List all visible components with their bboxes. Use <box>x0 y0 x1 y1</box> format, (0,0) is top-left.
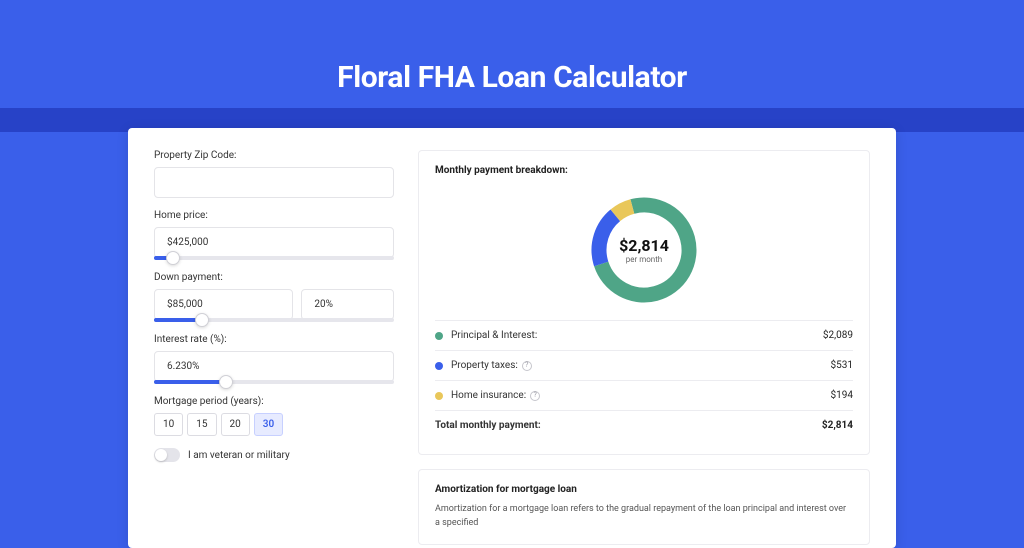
results-column: Monthly payment breakdown: $2,814 per mo… <box>418 150 870 548</box>
period-options: 10152030 <box>154 413 394 436</box>
interest-rate-field: Interest rate (%): <box>154 334 394 384</box>
slider-thumb[interactable] <box>166 251 180 265</box>
help-icon[interactable]: ? <box>530 391 540 401</box>
down-payment-slider[interactable] <box>154 318 394 322</box>
zip-input[interactable] <box>154 167 394 198</box>
down-payment-label: Down payment: <box>154 272 394 283</box>
amortization-panel: Amortization for mortgage loan Amortizat… <box>418 469 870 545</box>
page-title: Floral FHA Loan Calculator <box>0 0 1024 95</box>
breakdown-row: Property taxes:? $531 <box>435 351 853 381</box>
veteran-toggle[interactable] <box>154 448 180 462</box>
legend-dot <box>435 392 443 400</box>
donut-sub: per month <box>626 255 662 264</box>
breakdown-value: $531 <box>831 360 853 371</box>
breakdown-list: Principal & Interest: $2,089 Property taxe… <box>435 320 853 440</box>
amortization-text: Amortization for a mortgage loan refers … <box>435 503 853 530</box>
amortization-title: Amortization for mortgage loan <box>435 484 853 495</box>
toggle-knob <box>155 449 167 461</box>
breakdown-value: $2,089 <box>823 330 853 341</box>
breakdown-value: $194 <box>831 390 853 401</box>
home-price-slider[interactable] <box>154 256 394 260</box>
period-option-10[interactable]: 10 <box>154 413 183 436</box>
zip-field: Property Zip Code: <box>154 150 394 198</box>
veteran-label: I am veteran or military <box>188 450 290 461</box>
breakdown-label: Property taxes:? <box>451 360 532 371</box>
calculator-card: Property Zip Code: Home price: Down paym… <box>128 128 896 548</box>
period-field: Mortgage period (years): 10152030 <box>154 396 394 436</box>
period-option-30[interactable]: 30 <box>254 413 283 436</box>
total-label: Total monthly payment: <box>435 420 541 431</box>
breakdown-panel: Monthly payment breakdown: $2,814 per mo… <box>418 150 870 455</box>
breakdown-label: Principal & Interest: <box>451 330 537 341</box>
donut-chart: $2,814 per month <box>584 190 704 310</box>
breakdown-row: Home insurance:? $194 <box>435 381 853 411</box>
down-payment-percent-input[interactable] <box>301 289 394 320</box>
zip-label: Property Zip Code: <box>154 150 394 161</box>
slider-thumb[interactable] <box>195 313 209 327</box>
donut-value: $2,814 <box>619 236 669 255</box>
home-price-label: Home price: <box>154 210 394 221</box>
donut-center: $2,814 per month <box>584 190 704 310</box>
interest-rate-label: Interest rate (%): <box>154 334 394 345</box>
home-price-input[interactable] <box>154 227 394 258</box>
help-icon[interactable]: ? <box>522 361 532 371</box>
home-price-field: Home price: <box>154 210 394 260</box>
legend-dot <box>435 332 443 340</box>
down-payment-amount-input[interactable] <box>154 289 293 320</box>
legend-dot <box>435 362 443 370</box>
period-option-20[interactable]: 20 <box>221 413 250 436</box>
interest-rate-input[interactable] <box>154 351 394 382</box>
breakdown-total-row: Total monthly payment: $2,814 <box>435 411 853 440</box>
slider-thumb[interactable] <box>219 375 233 389</box>
total-value: $2,814 <box>822 420 853 431</box>
donut-chart-wrap: $2,814 per month <box>435 184 853 320</box>
down-payment-field: Down payment: <box>154 272 394 322</box>
interest-rate-slider[interactable] <box>154 380 394 384</box>
veteran-row: I am veteran or military <box>154 448 394 462</box>
inputs-column: Property Zip Code: Home price: Down paym… <box>154 150 394 548</box>
breakdown-label: Home insurance:? <box>451 390 540 401</box>
period-label: Mortgage period (years): <box>154 396 394 407</box>
breakdown-row: Principal & Interest: $2,089 <box>435 321 853 351</box>
breakdown-title: Monthly payment breakdown: <box>435 165 853 176</box>
period-option-15[interactable]: 15 <box>187 413 216 436</box>
slider-fill <box>154 380 226 384</box>
